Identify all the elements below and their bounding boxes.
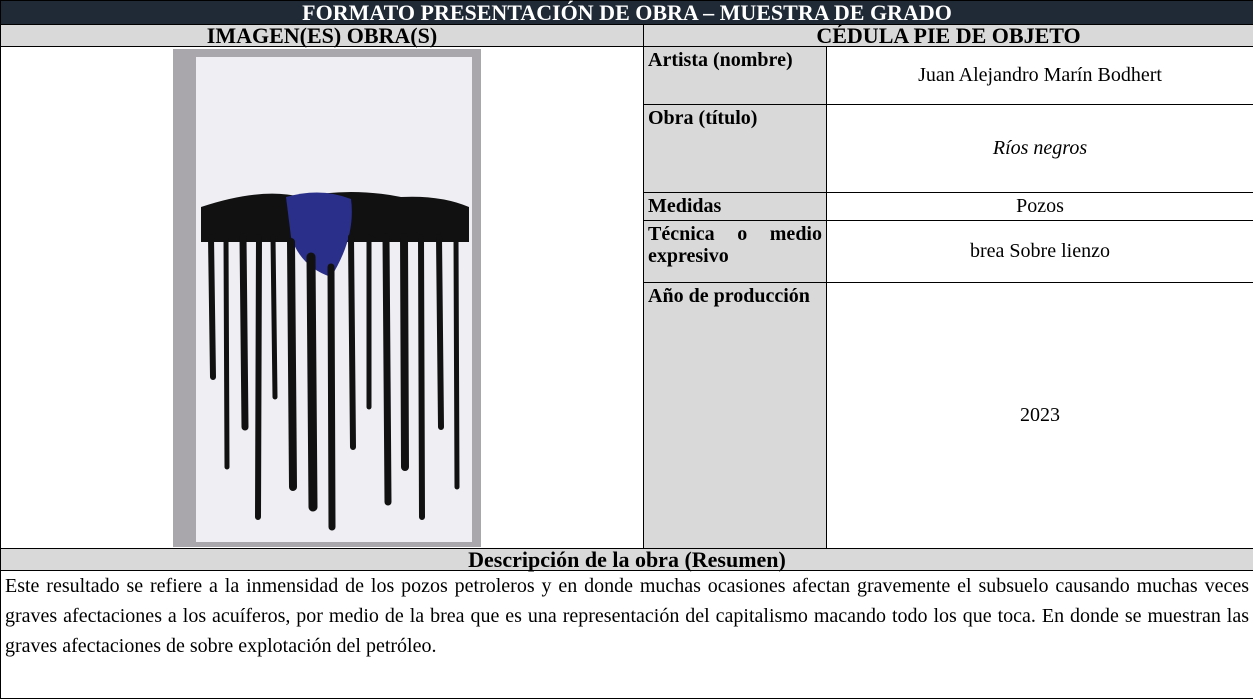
field-value: Ríos negros	[826, 104, 1253, 193]
field-value: Juan Alejandro Marín Bodhert	[826, 46, 1253, 105]
description-text: Este resultado se refiere a la inmensida…	[0, 570, 1253, 699]
field-label: Año de producción	[643, 282, 827, 549]
artwork-photo	[173, 49, 481, 547]
description-heading: Descripción de la obra (Resumen)	[0, 548, 1253, 571]
artwork-cell	[0, 46, 644, 549]
field-label: Medidas	[643, 192, 827, 221]
field-label: Técnica o medio expresivo	[643, 220, 827, 283]
images-heading: IMAGEN(ES) OBRA(S)	[0, 24, 644, 47]
form-title: FORMATO PRESENTACIÓN DE OBRA – MUESTRA D…	[0, 0, 1253, 25]
field-value: brea Sobre lienzo	[826, 220, 1253, 283]
field-value: 2023	[826, 282, 1253, 549]
field-label: Artista (nombre)	[643, 46, 827, 105]
field-value: Pozos	[826, 192, 1253, 221]
field-label: Obra (título)	[643, 104, 827, 193]
label-heading: CÉDULA PIE DE OBJETO	[643, 24, 1253, 47]
